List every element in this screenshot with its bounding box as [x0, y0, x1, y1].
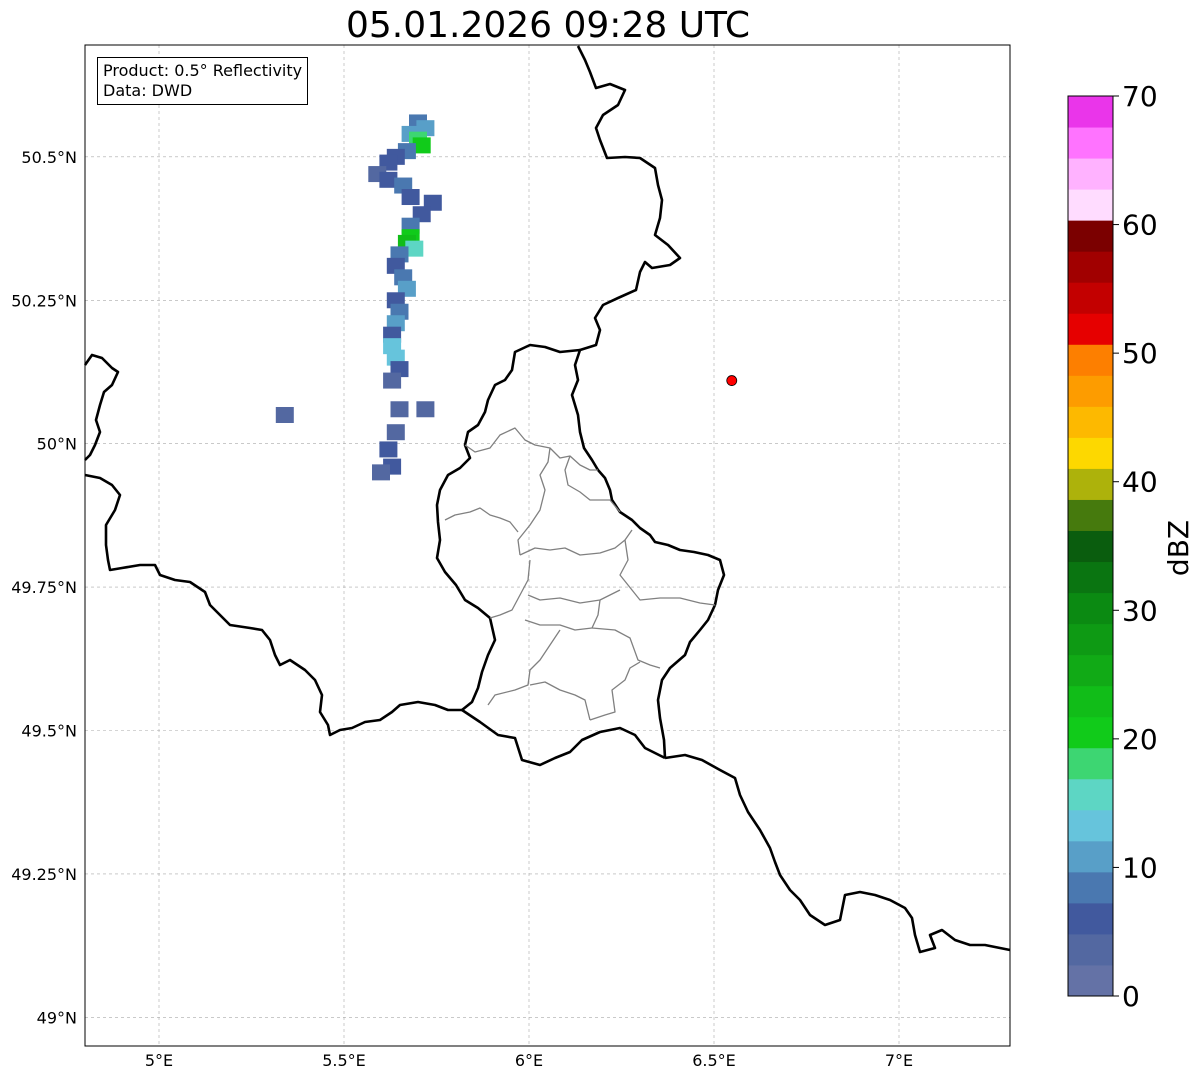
- colorbar-tick-label: 0: [1122, 980, 1140, 1013]
- colorbar-segment: [1068, 685, 1113, 718]
- reflectivity-cell: [412, 137, 431, 154]
- longitude-labels: 5°E 5.5°E 6°E 6.5°E 7°E: [145, 1051, 913, 1070]
- colorbar-tick-label: 70: [1122, 80, 1158, 113]
- colorbar-segment: [1068, 220, 1113, 252]
- map-frame: [84, 44, 1011, 1047]
- colorbar-segment: [1068, 375, 1113, 407]
- data-source-line: Data: DWD: [103, 81, 193, 100]
- colorbar-segment: [1068, 437, 1113, 469]
- gridlines: [85, 45, 1010, 1046]
- colorbar-frame: [1067, 95, 1114, 997]
- lon-tick-label: 5°E: [145, 1051, 173, 1070]
- colorbar-tick-label: 60: [1122, 209, 1158, 242]
- colorbar-segment: [1068, 747, 1113, 780]
- map-area: [85, 45, 1010, 1046]
- national-border-be-lu: [435, 343, 581, 712]
- lon-tick-label: 6.5°E: [692, 1051, 736, 1070]
- reflectivity-cell: [401, 189, 420, 206]
- reflectivity-cell: [390, 401, 409, 418]
- reflectivity-cell: [275, 406, 294, 423]
- colorbar-segment: [1068, 840, 1113, 873]
- national-border-lu-fr: [461, 708, 666, 767]
- colorbar-segment: [1068, 406, 1113, 438]
- lat-tick-label: 50°N: [37, 435, 77, 454]
- colorbar-segment: [1068, 592, 1113, 625]
- colorbar-segment: [1068, 499, 1113, 531]
- colorbar-segment: [1068, 96, 1113, 128]
- colorbar-segment: [1068, 344, 1113, 376]
- lat-tick-label: 49.25°N: [11, 865, 77, 884]
- colorbar-segment: [1068, 623, 1113, 656]
- product-info-box: Product: 0.5° Reflectivity Data: DWD: [97, 57, 309, 105]
- colorbar-segment: [1068, 158, 1113, 190]
- national-border-be-de: [570, 45, 726, 606]
- colorbar-segment: [1068, 778, 1113, 811]
- colorbar-segment: [1068, 251, 1113, 283]
- colorbar-segment: [1068, 654, 1113, 687]
- reflectivity-cell: [416, 401, 435, 418]
- reflectivity-cell: [379, 171, 398, 188]
- lat-tick-label: 50.5°N: [21, 148, 77, 167]
- product-line: Product: 0.5° Reflectivity: [103, 61, 303, 80]
- reflectivity-cell: [379, 441, 398, 458]
- lon-tick-label: 7°E: [885, 1051, 913, 1070]
- latitude-labels: 49°N 49.25°N 49.5°N 49.75°N 50°N 50.25°N 50.5°…: [11, 148, 77, 1027]
- reflectivity-cell: [386, 424, 405, 441]
- national-border-de-fr: [664, 753, 1011, 954]
- colorbar-tick-label: 10: [1122, 851, 1158, 884]
- reflectivity-cell: [372, 464, 390, 481]
- reflectivity-echoes: [275, 114, 442, 481]
- reflectivity-cell: [405, 240, 424, 257]
- colorbar-segment: [1068, 561, 1113, 594]
- colorbar-segment: [1068, 809, 1113, 842]
- radar-site-marker: [726, 375, 738, 386]
- national-border-be-fr: [84, 473, 462, 737]
- colorbar-label: dBZ: [1162, 520, 1195, 576]
- national-border-lu-de: [656, 604, 717, 759]
- lat-tick-label: 50.25°N: [11, 291, 77, 310]
- lat-tick-label: 49°N: [37, 1008, 77, 1027]
- colorbar-segment: [1068, 902, 1113, 935]
- colorbar-tick-label: 50: [1122, 337, 1158, 370]
- national-border-west: [83, 353, 120, 461]
- colorbar: 0 10 20 30 40 50 60 70: [1067, 80, 1158, 1013]
- colorbar-segment: [1068, 530, 1113, 563]
- colorbar-segment: [1068, 313, 1113, 345]
- lat-tick-label: 49.5°N: [21, 721, 77, 740]
- colorbar-tick-label: 30: [1122, 594, 1158, 627]
- colorbar-segment: [1068, 933, 1113, 966]
- reflectivity-cell: [383, 372, 402, 389]
- borders: [83, 45, 1011, 954]
- canton-borders: [444, 427, 716, 721]
- colorbar-segment: [1068, 127, 1113, 159]
- map-title: 05.01.2026 09:28 UTC: [345, 5, 751, 46]
- colorbar-segment: [1068, 871, 1113, 904]
- colorbar-tick-label: 40: [1122, 466, 1158, 499]
- colorbar-segment: [1068, 189, 1113, 221]
- lon-tick-label: 6°E: [515, 1051, 543, 1070]
- lon-tick-label: 5.5°E: [322, 1051, 366, 1070]
- colorbar-segment: [1068, 716, 1113, 749]
- colorbar-segment: [1068, 964, 1113, 997]
- lat-tick-label: 49.75°N: [11, 578, 77, 597]
- colorbar-segment: [1068, 468, 1113, 500]
- colorbar-tick-label: 20: [1122, 723, 1158, 756]
- colorbar-segment: [1068, 282, 1113, 314]
